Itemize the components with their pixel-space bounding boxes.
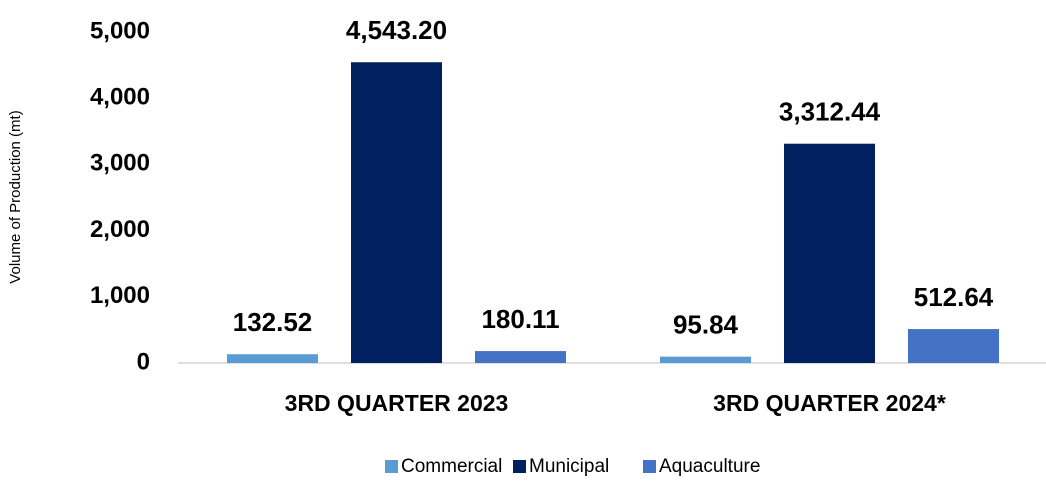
- legend-label: Commercial: [401, 456, 502, 477]
- bar: [475, 351, 566, 363]
- legend-label: Aquaculture: [659, 456, 760, 477]
- x-tick-label: 3RD QUARTER 2024*: [713, 390, 946, 416]
- x-tick-label: 3RD QUARTER 2023: [285, 390, 509, 416]
- y-axis-title: Volume of Production (mt): [7, 110, 24, 283]
- bar: [227, 354, 318, 363]
- value-label: 4,543.20: [346, 15, 447, 45]
- y-tick-label: 2,000: [90, 216, 150, 243]
- bar: [908, 329, 999, 363]
- value-label: 180.11: [481, 304, 559, 334]
- bar: [660, 356, 751, 363]
- legend-swatch: [513, 460, 526, 473]
- y-tick-label: 1,000: [90, 282, 150, 309]
- value-label: 132.52: [233, 307, 313, 337]
- value-label: 95.84: [673, 310, 739, 340]
- bar: [784, 143, 875, 363]
- y-tick-label: 3,000: [90, 150, 150, 177]
- y-tick-label: 4,000: [90, 84, 150, 111]
- y-tick-label: 0: [137, 348, 150, 375]
- legend-swatch: [385, 460, 398, 473]
- y-tick-label: 5,000: [90, 17, 150, 44]
- legend-swatch: [643, 460, 656, 473]
- value-label: 3,312.44: [779, 97, 881, 127]
- bar: [351, 62, 442, 363]
- value-label: 512.64: [914, 282, 994, 312]
- legend-label: Municipal: [529, 456, 609, 477]
